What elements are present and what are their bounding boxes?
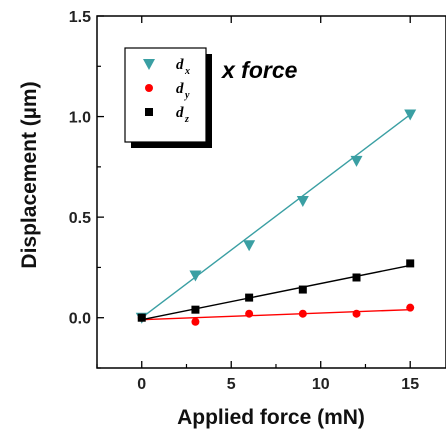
legend-box [124, 47, 207, 143]
data-point-dz [352, 273, 361, 282]
data-point-dx [404, 109, 417, 121]
data-point-dy [298, 309, 307, 318]
legend-label-dz: d [176, 105, 184, 121]
legend-marker-dx [143, 59, 155, 70]
data-point-dz [191, 305, 200, 314]
fit-line-dz [141, 264, 411, 321]
x-tick-label: 5 [227, 376, 236, 393]
legend-label-dy: d [176, 81, 184, 97]
data-point-dx [296, 196, 309, 208]
data-point-dx [350, 155, 363, 167]
markers-layer [135, 109, 417, 326]
legend-subscript-dz: z [184, 114, 189, 125]
data-point-dz [137, 313, 146, 322]
legend-label-dx: d [176, 57, 184, 73]
data-point-dz [245, 293, 254, 302]
data-point-dy [191, 317, 200, 326]
x-force-annotation: x force [220, 57, 298, 83]
data-point-dy [245, 309, 254, 318]
y-tick-label: 1.5 [69, 9, 91, 26]
legend-subscript-dy: y [184, 90, 190, 101]
legend-marker-dz [145, 108, 153, 116]
legend: d xd yd z [124, 47, 212, 148]
data-point-dz [406, 259, 415, 268]
data-point-dx [189, 270, 202, 282]
x-tick-label: 0 [137, 376, 146, 393]
x-tick-label: 15 [401, 376, 419, 393]
y-tick-label: 0.5 [69, 210, 91, 227]
data-point-dz [298, 285, 307, 294]
fit-lines-layer [141, 114, 411, 321]
data-point-dy [406, 303, 415, 312]
fit-line-dx [141, 114, 411, 319]
legend-marker-dy [145, 84, 153, 92]
data-point-dx [243, 240, 256, 252]
x-axis-title: Applied force (mN) [177, 406, 365, 429]
y-tick-label: 1.0 [69, 110, 91, 127]
fit-line-dy [141, 308, 411, 321]
y-tick-label: 0.0 [69, 311, 91, 328]
legend-subscript-dx: x [184, 66, 190, 77]
x-tick-label: 10 [312, 376, 330, 393]
data-point-dy [352, 309, 361, 318]
y-axis-title: Displacement (µm) [18, 81, 41, 268]
plot-frame [96, 15, 446, 369]
